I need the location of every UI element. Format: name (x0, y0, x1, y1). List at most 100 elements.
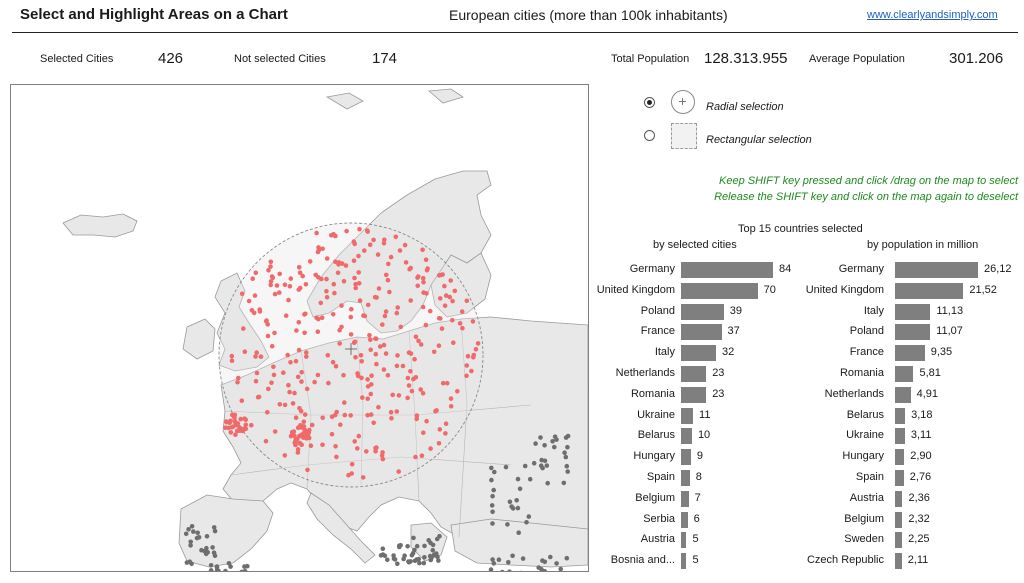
europe-map[interactable] (10, 84, 589, 572)
selected-city-dot (320, 415, 326, 421)
selected-city-dot (296, 287, 302, 292)
selected-city-dot (437, 296, 443, 301)
bar-category-label: Czech Republic (806, 554, 884, 567)
selected-city-dot (274, 283, 280, 288)
selected-city-dot (374, 361, 379, 367)
unselected-city-dot (538, 463, 544, 469)
selected-city-dot (314, 315, 319, 320)
unselected-city-dot (199, 547, 204, 553)
unselected-city-dot (565, 469, 570, 474)
unselected-city-dot (563, 435, 569, 440)
selected-city-dot (349, 461, 355, 467)
selected-city-dot (473, 347, 479, 352)
selected-city-dot (408, 265, 414, 271)
selected-city-dot (423, 257, 429, 262)
selected-city-dot (420, 275, 426, 281)
bar-category-label: Hungary (633, 450, 675, 463)
unselected-city-dot (550, 439, 555, 444)
unselected-city-dot (412, 547, 417, 553)
selection-center-crosshair (345, 343, 357, 355)
not-selected-cities-value: 174 (372, 50, 398, 67)
hint-select: Keep SHIFT key pressed and click /drag o… (719, 175, 1018, 187)
bar (895, 324, 931, 341)
selected-city-dot (237, 428, 242, 434)
selected-city-dot (301, 419, 307, 425)
unselected-city-dot (507, 569, 512, 571)
selected-city-dot (330, 312, 336, 317)
selected-city-dot (307, 427, 312, 433)
bar-value-label: 7 (694, 491, 701, 504)
selected-city-dot (423, 322, 429, 328)
selected-city-dot (254, 370, 260, 376)
bar-value-label: 9,35 (930, 346, 953, 359)
unselected-city-dot (524, 520, 529, 525)
unselected-city-dot (405, 544, 410, 549)
selected-city-dot (305, 434, 310, 440)
selected-city-dot (385, 277, 391, 283)
rectangular-selection-radio[interactable] (644, 130, 655, 141)
selected-city-dot (329, 414, 335, 420)
selected-city-dot (337, 327, 342, 333)
unselected-city-dot (210, 545, 215, 550)
selected-city-dot (269, 274, 275, 279)
chart-cities-subtitle: by selected cities (653, 239, 737, 251)
unselected-city-dot (552, 434, 558, 440)
hint-deselect: Release the SHIFT key and click on the m… (714, 191, 1018, 203)
selected-city-dot (421, 279, 426, 285)
selected-city-dot (287, 389, 292, 395)
selected-city-dot (224, 419, 229, 424)
average-population-value: 301.206 (949, 50, 1004, 67)
selected-city-dot (265, 333, 271, 339)
bar-category-label: Ukraine (846, 429, 884, 442)
bar-category-label: United Kingdom (596, 283, 675, 296)
selected-city-dot (290, 401, 296, 406)
radial-selection-radio[interactable] (644, 97, 655, 108)
selected-city-dot (265, 410, 270, 415)
selected-city-dot (303, 282, 309, 287)
selected-city-dot (381, 240, 387, 246)
bar-category-label: United Kingdom (805, 283, 884, 296)
selected-city-dot (418, 342, 424, 347)
selected-city-dot (439, 326, 445, 331)
selected-city-dots (223, 226, 481, 480)
selected-city-dot (356, 433, 362, 439)
selected-city-dot (373, 336, 378, 341)
bar (895, 553, 902, 570)
selected-city-dot (319, 276, 324, 282)
radial-selection-label[interactable]: Radial selection (706, 101, 784, 113)
selected-city-dot (390, 392, 396, 398)
bar (895, 490, 903, 507)
selected-city-dot (281, 370, 286, 376)
bar (681, 532, 687, 549)
map-canvas[interactable] (11, 85, 588, 571)
bar-value-label: 11 (699, 408, 711, 421)
rectangular-selection-label[interactable]: Rectangular selection (706, 134, 812, 146)
unselected-city-dot (411, 535, 416, 541)
bar-value-label: 2,76 (909, 471, 932, 483)
land-great-britain (214, 272, 270, 372)
selected-city-dot (371, 237, 376, 243)
selected-city-dot (277, 402, 283, 407)
selected-city-dot (356, 270, 362, 275)
selected-city-dot (316, 245, 321, 250)
selected-city-dot (282, 453, 288, 458)
selected-city-dot (297, 270, 303, 275)
selected-city-dot (380, 456, 386, 462)
unselected-city-dot (212, 553, 218, 558)
selected-city-dot (254, 350, 259, 355)
unselected-city-dot (503, 464, 509, 470)
unselected-city-dot (514, 498, 519, 503)
bar-category-label: Belgium (635, 491, 675, 504)
selected-city-dot (436, 441, 442, 446)
selected-city-dot (230, 424, 236, 430)
selected-city-dot (268, 264, 273, 269)
unselected-city-dot (204, 534, 210, 539)
unselected-city-dot (203, 551, 209, 557)
unselected-city-dot (430, 542, 436, 548)
unselected-city-dot (401, 556, 406, 562)
website-link[interactable]: www.clearlyandsimply.com (867, 9, 998, 21)
unselected-city-dot (562, 450, 567, 456)
selected-city-dot (318, 300, 324, 306)
bar-value-label: 5 (692, 533, 699, 546)
selected-city-dot (396, 469, 402, 474)
